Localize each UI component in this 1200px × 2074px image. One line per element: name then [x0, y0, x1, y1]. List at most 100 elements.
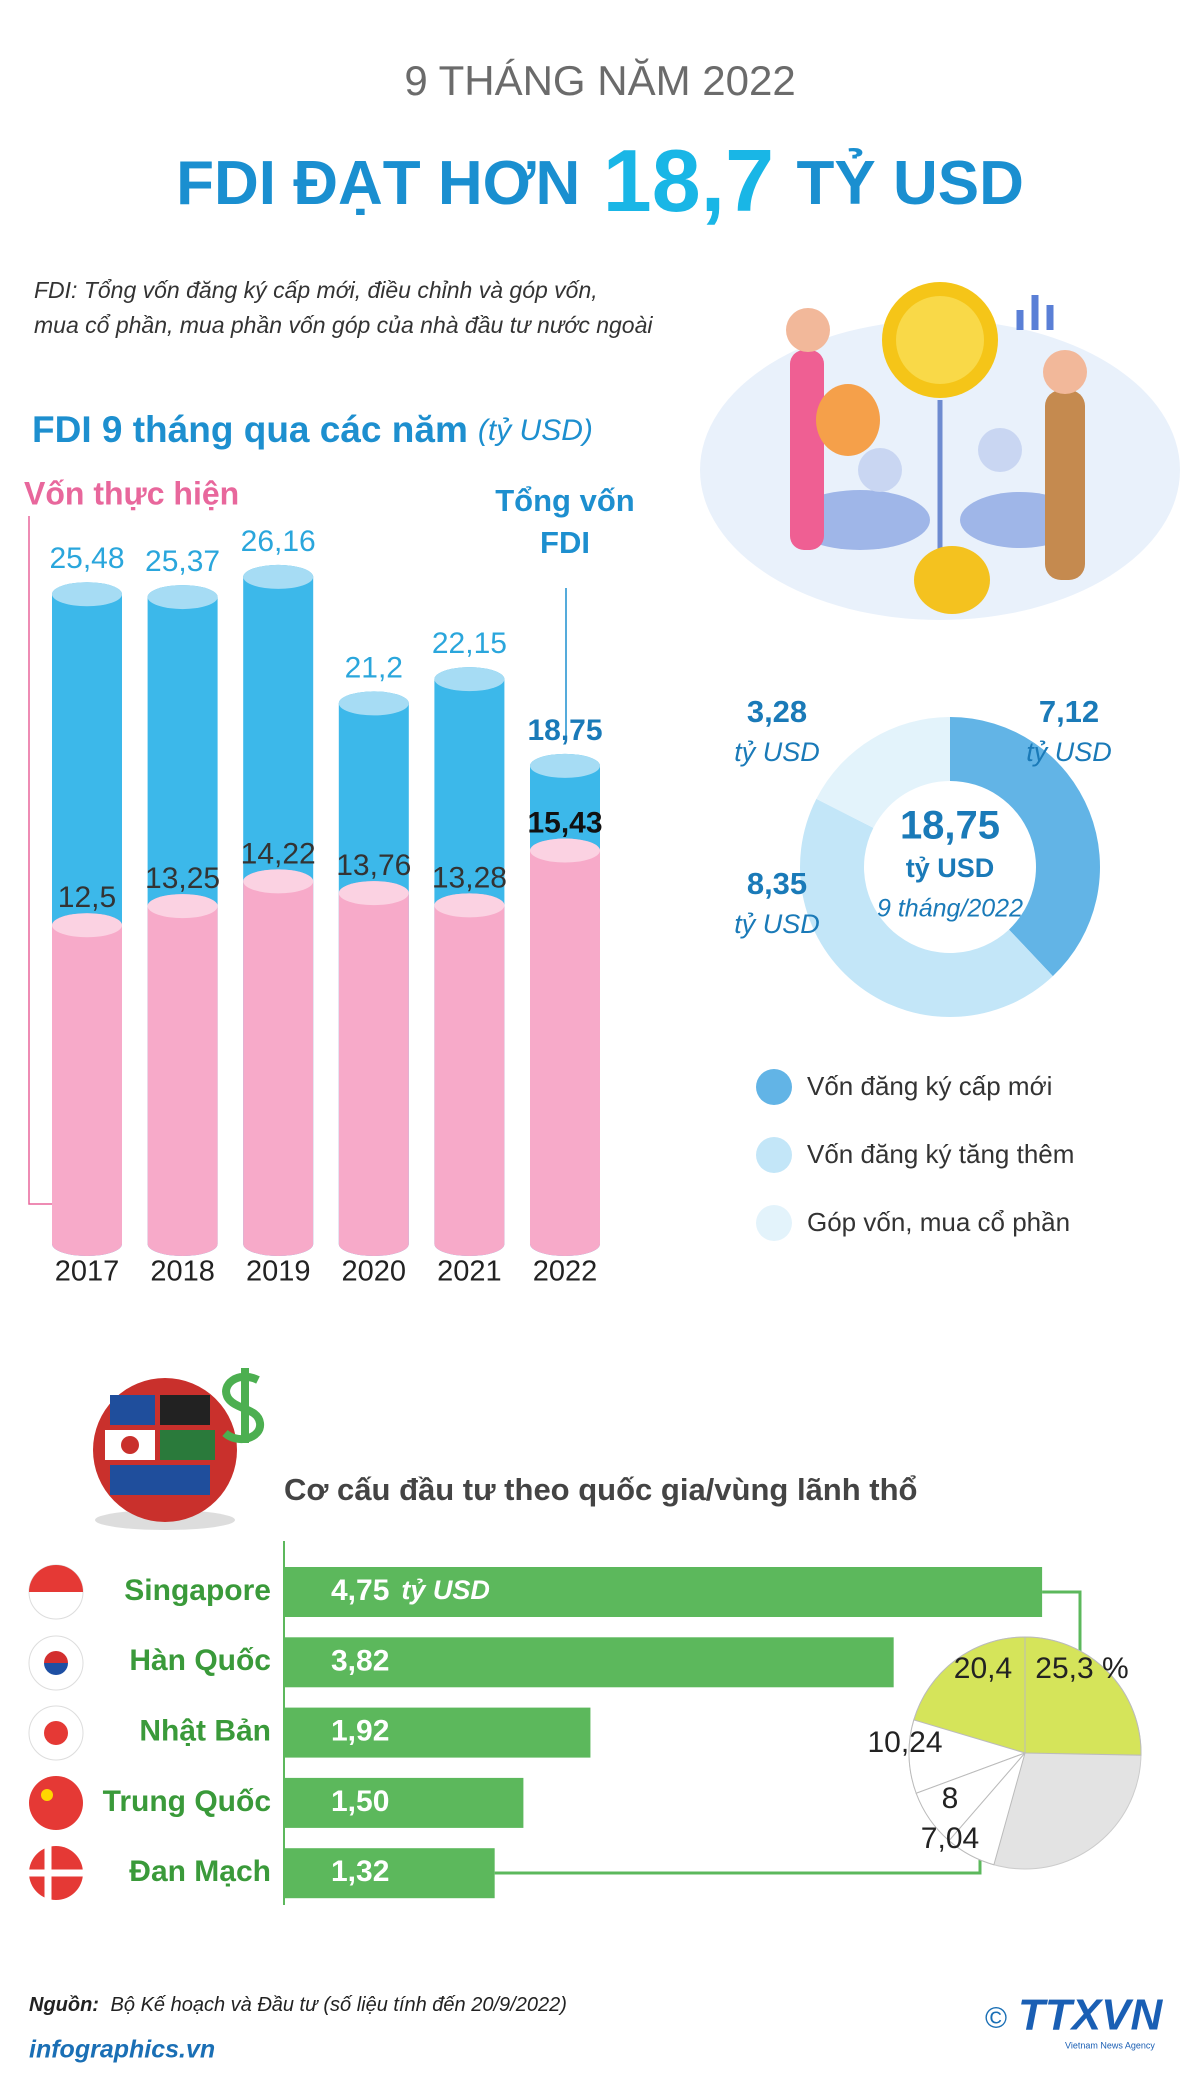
value-label: 7,04 — [921, 1822, 979, 1855]
value-label: 25,3 % — [1035, 1652, 1128, 1685]
bar — [284, 1777, 524, 1828]
x-tick-label: 2019 — [246, 1256, 311, 1288]
series-label: Vốn thực hiện — [24, 475, 239, 511]
period: 9 tháng/2022 — [877, 895, 1023, 923]
donut-slice — [950, 717, 1100, 977]
legend-label: Góp vốn, mua cổ phần — [807, 1207, 1070, 1237]
headline: FDI ĐẠT HƠN 18,7 TỶ USD — [176, 131, 1024, 230]
x-tick-label: 2018 — [150, 1256, 215, 1288]
value-label: 3,28 — [747, 694, 807, 729]
category-label: Trung Quốc — [103, 1785, 271, 1818]
bar — [284, 1707, 591, 1758]
value-label: 14,22 — [241, 837, 316, 870]
source: Nguồn: Bộ Kế hoạch và Đầu tư (số liệu tí… — [29, 1994, 567, 2016]
copyright: © — [985, 2002, 1007, 2035]
legend-label: Vốn đăng ký tăng thêm — [807, 1139, 1074, 1169]
chart-unit: (tỷ USD) — [478, 414, 593, 447]
value-label: 21,2 — [345, 651, 403, 684]
pie-slice — [1024, 1636, 1142, 1756]
connector — [494, 1850, 982, 1875]
value-label: 8,35 — [747, 866, 807, 901]
value-label: 8 — [942, 1782, 959, 1815]
kicker: 9 THÁNG NĂM 2022 — [404, 57, 795, 104]
value-label: 15,43 — [527, 806, 602, 839]
value-label: 13,28 — [432, 861, 507, 894]
value-label: 13,76 — [336, 849, 411, 882]
value-text: 1,32 — [331, 1855, 389, 1888]
bar-cap — [147, 894, 218, 919]
bar — [284, 1637, 894, 1688]
bar — [284, 1567, 1043, 1617]
value-label: 18,75 — [527, 714, 602, 747]
value-label: 3,82 — [331, 1644, 389, 1677]
source-text: Bộ Kế hoạch và Đầu tư (số liệu tính đến … — [111, 1994, 567, 2016]
total-label: 18,75 — [900, 804, 1000, 848]
pie-slice — [908, 1719, 1027, 1794]
illustration — [700, 282, 1180, 620]
category-label: Singapore — [124, 1574, 271, 1607]
chart-title: FDI 9 tháng qua các năm (tỷ USD) — [32, 409, 593, 450]
bar-cap — [52, 913, 122, 938]
bar — [243, 869, 314, 1256]
site: infographics.vn — [29, 2036, 215, 2064]
category-label: Đan Mạch — [129, 1855, 271, 1888]
legend-swatch — [756, 1137, 792, 1173]
x-tick-label: 2022 — [533, 1256, 598, 1288]
donut-slice — [800, 798, 1053, 1017]
bar — [530, 838, 600, 1256]
value-label: 7,12 — [1039, 694, 1099, 729]
donut-slice — [816, 717, 950, 828]
bar — [52, 913, 122, 1256]
value-label: 10,24 — [867, 1726, 942, 1759]
value-label: 1,32 — [331, 1855, 389, 1888]
value-label: 1,92 — [331, 1715, 389, 1748]
headline-prefix: FDI ĐẠT HƠN — [176, 149, 580, 218]
connector — [1042, 1590, 1082, 1660]
bar-cap — [147, 585, 218, 610]
value-label: 4,75 tỷ USD — [331, 1574, 490, 1607]
value-text: 3,82 — [331, 1644, 389, 1677]
value-text: 4,75 — [331, 1574, 389, 1607]
chart-title: Cơ cấu đầu tư theo quốc gia/vùng lãnh th… — [284, 1472, 918, 1507]
value-label: 25,37 — [145, 545, 220, 578]
value-unit: tỷ USD — [401, 1575, 490, 1605]
bar — [147, 894, 218, 1256]
category-label: Hàn Quốc — [129, 1644, 271, 1677]
value-label: 1,50 — [331, 1785, 389, 1818]
bar — [434, 893, 505, 1256]
x-tick-label: 2020 — [342, 1256, 407, 1288]
note-line: mua cổ phần, mua phần vốn góp của nhà đầ… — [34, 312, 653, 338]
x-tick-label: 2021 — [437, 1256, 502, 1288]
value-unit: tỷ USD — [1026, 737, 1112, 767]
bar — [338, 881, 409, 1256]
value-text: 1,50 — [331, 1785, 389, 1818]
value-label: 25,48 — [49, 542, 124, 575]
value-unit: tỷ USD — [734, 909, 820, 939]
pie-slice — [913, 1636, 1026, 1754]
globe-icon — [93, 1368, 264, 1530]
value-label: 22,15 — [432, 627, 507, 660]
headline-number: 18,7 — [603, 131, 774, 230]
x-tick-label: 2017 — [55, 1256, 120, 1288]
value-label: 12,5 — [58, 881, 116, 914]
total-unit: tỷ USD — [906, 853, 995, 883]
category-label: Nhật Bản — [139, 1715, 271, 1748]
legend-swatch — [756, 1069, 792, 1105]
legend-swatch — [756, 1205, 792, 1241]
bar-cap — [530, 838, 600, 863]
bar-cap — [243, 564, 314, 589]
bar-cap — [530, 753, 600, 778]
series-label: Tổng vốn FDI — [495, 483, 635, 560]
logo: TTXVN — [1018, 1991, 1163, 2040]
headline-suffix: TỶ USD — [797, 149, 1024, 218]
value-text: 1,92 — [331, 1715, 389, 1748]
bar-cap — [243, 869, 314, 894]
bar-cap — [52, 582, 122, 607]
bar — [284, 1848, 495, 1899]
bar-cap — [338, 881, 409, 906]
source-label: Nguồn: — [29, 1994, 99, 2016]
note-line: FDI: Tổng vốn đăng ký cấp mới, điều chỉn… — [34, 277, 598, 303]
chart-title-text: FDI 9 tháng qua các năm — [32, 409, 468, 450]
value-label: 13,25 — [145, 862, 220, 895]
